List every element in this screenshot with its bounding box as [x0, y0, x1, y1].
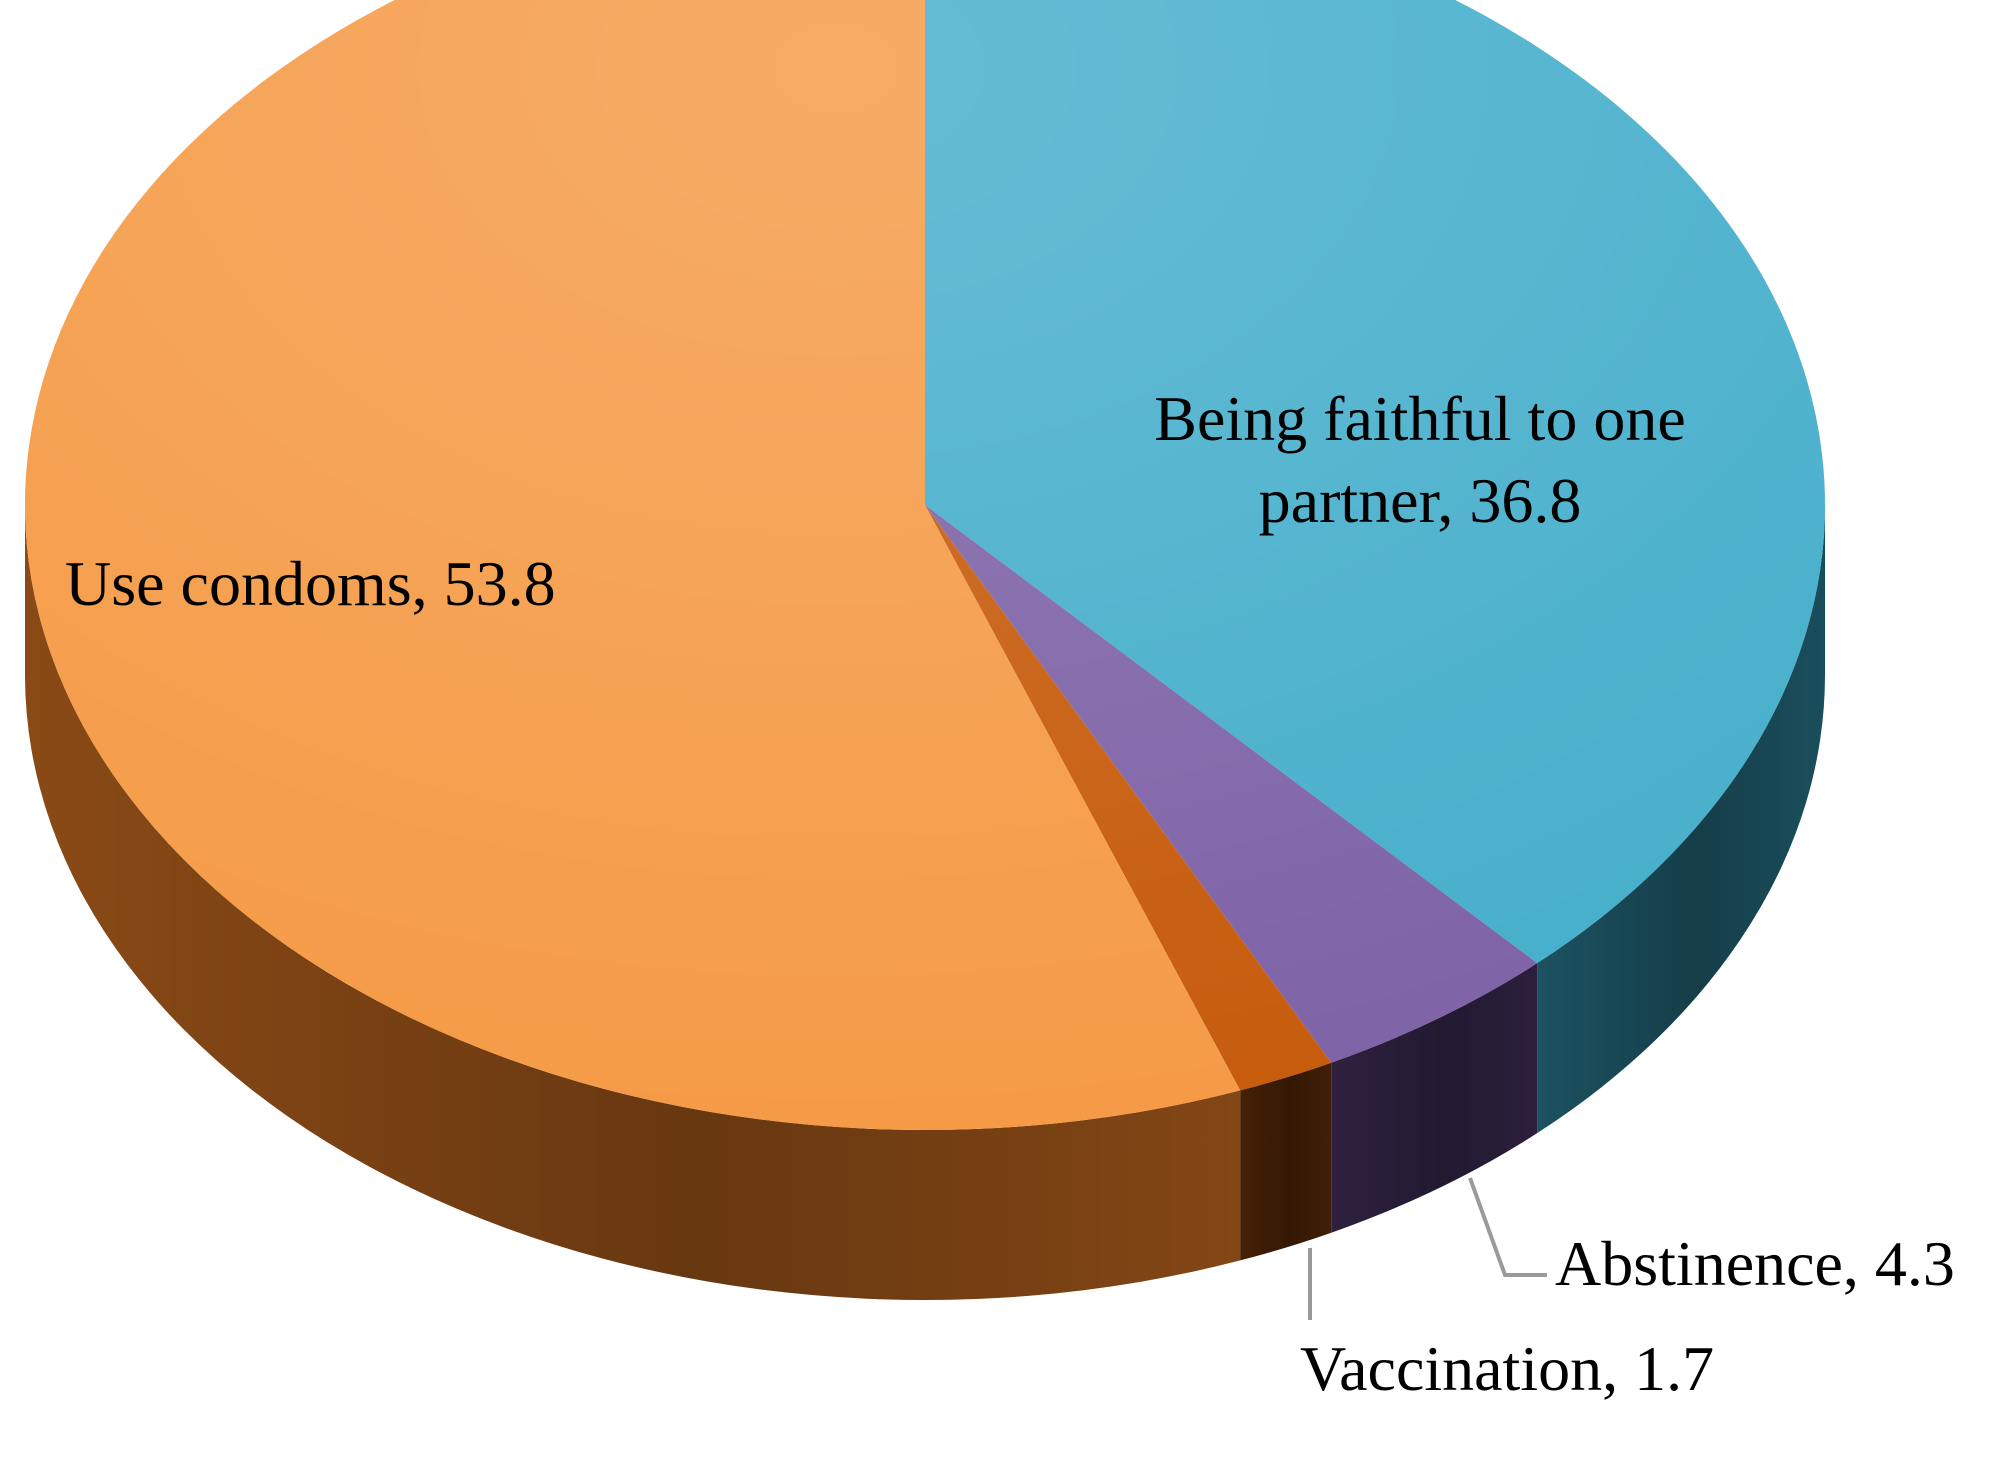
label-being-faithful-to-one-partner: Being faithful to one partner, 36.8	[1154, 383, 1685, 536]
side-being-faithful-to-one-partner-shade	[1537, 505, 1825, 1134]
top-shine	[25, 0, 1825, 1130]
side-vaccination-shade	[1240, 1062, 1332, 1261]
leader-lines	[1308, 1177, 1547, 1320]
label-vaccination: Vaccination, 1.7	[1300, 1333, 1714, 1404]
side-use-condoms-shade	[25, 505, 1241, 1301]
label-use-condoms: Use condoms, 53.8	[65, 548, 556, 619]
side-abstinence-shade	[1331, 963, 1538, 1233]
pie-top-faces	[25, 0, 1826, 1130]
slice-labels: Being faithful to one partner, 36.8 Abstin…	[65, 383, 1955, 1404]
label-abstinence: Abstinence, 4.3	[1555, 1228, 1955, 1299]
leader-line-abstinence	[1468, 1177, 1547, 1277]
pie-side-walls	[25, 505, 1825, 1301]
